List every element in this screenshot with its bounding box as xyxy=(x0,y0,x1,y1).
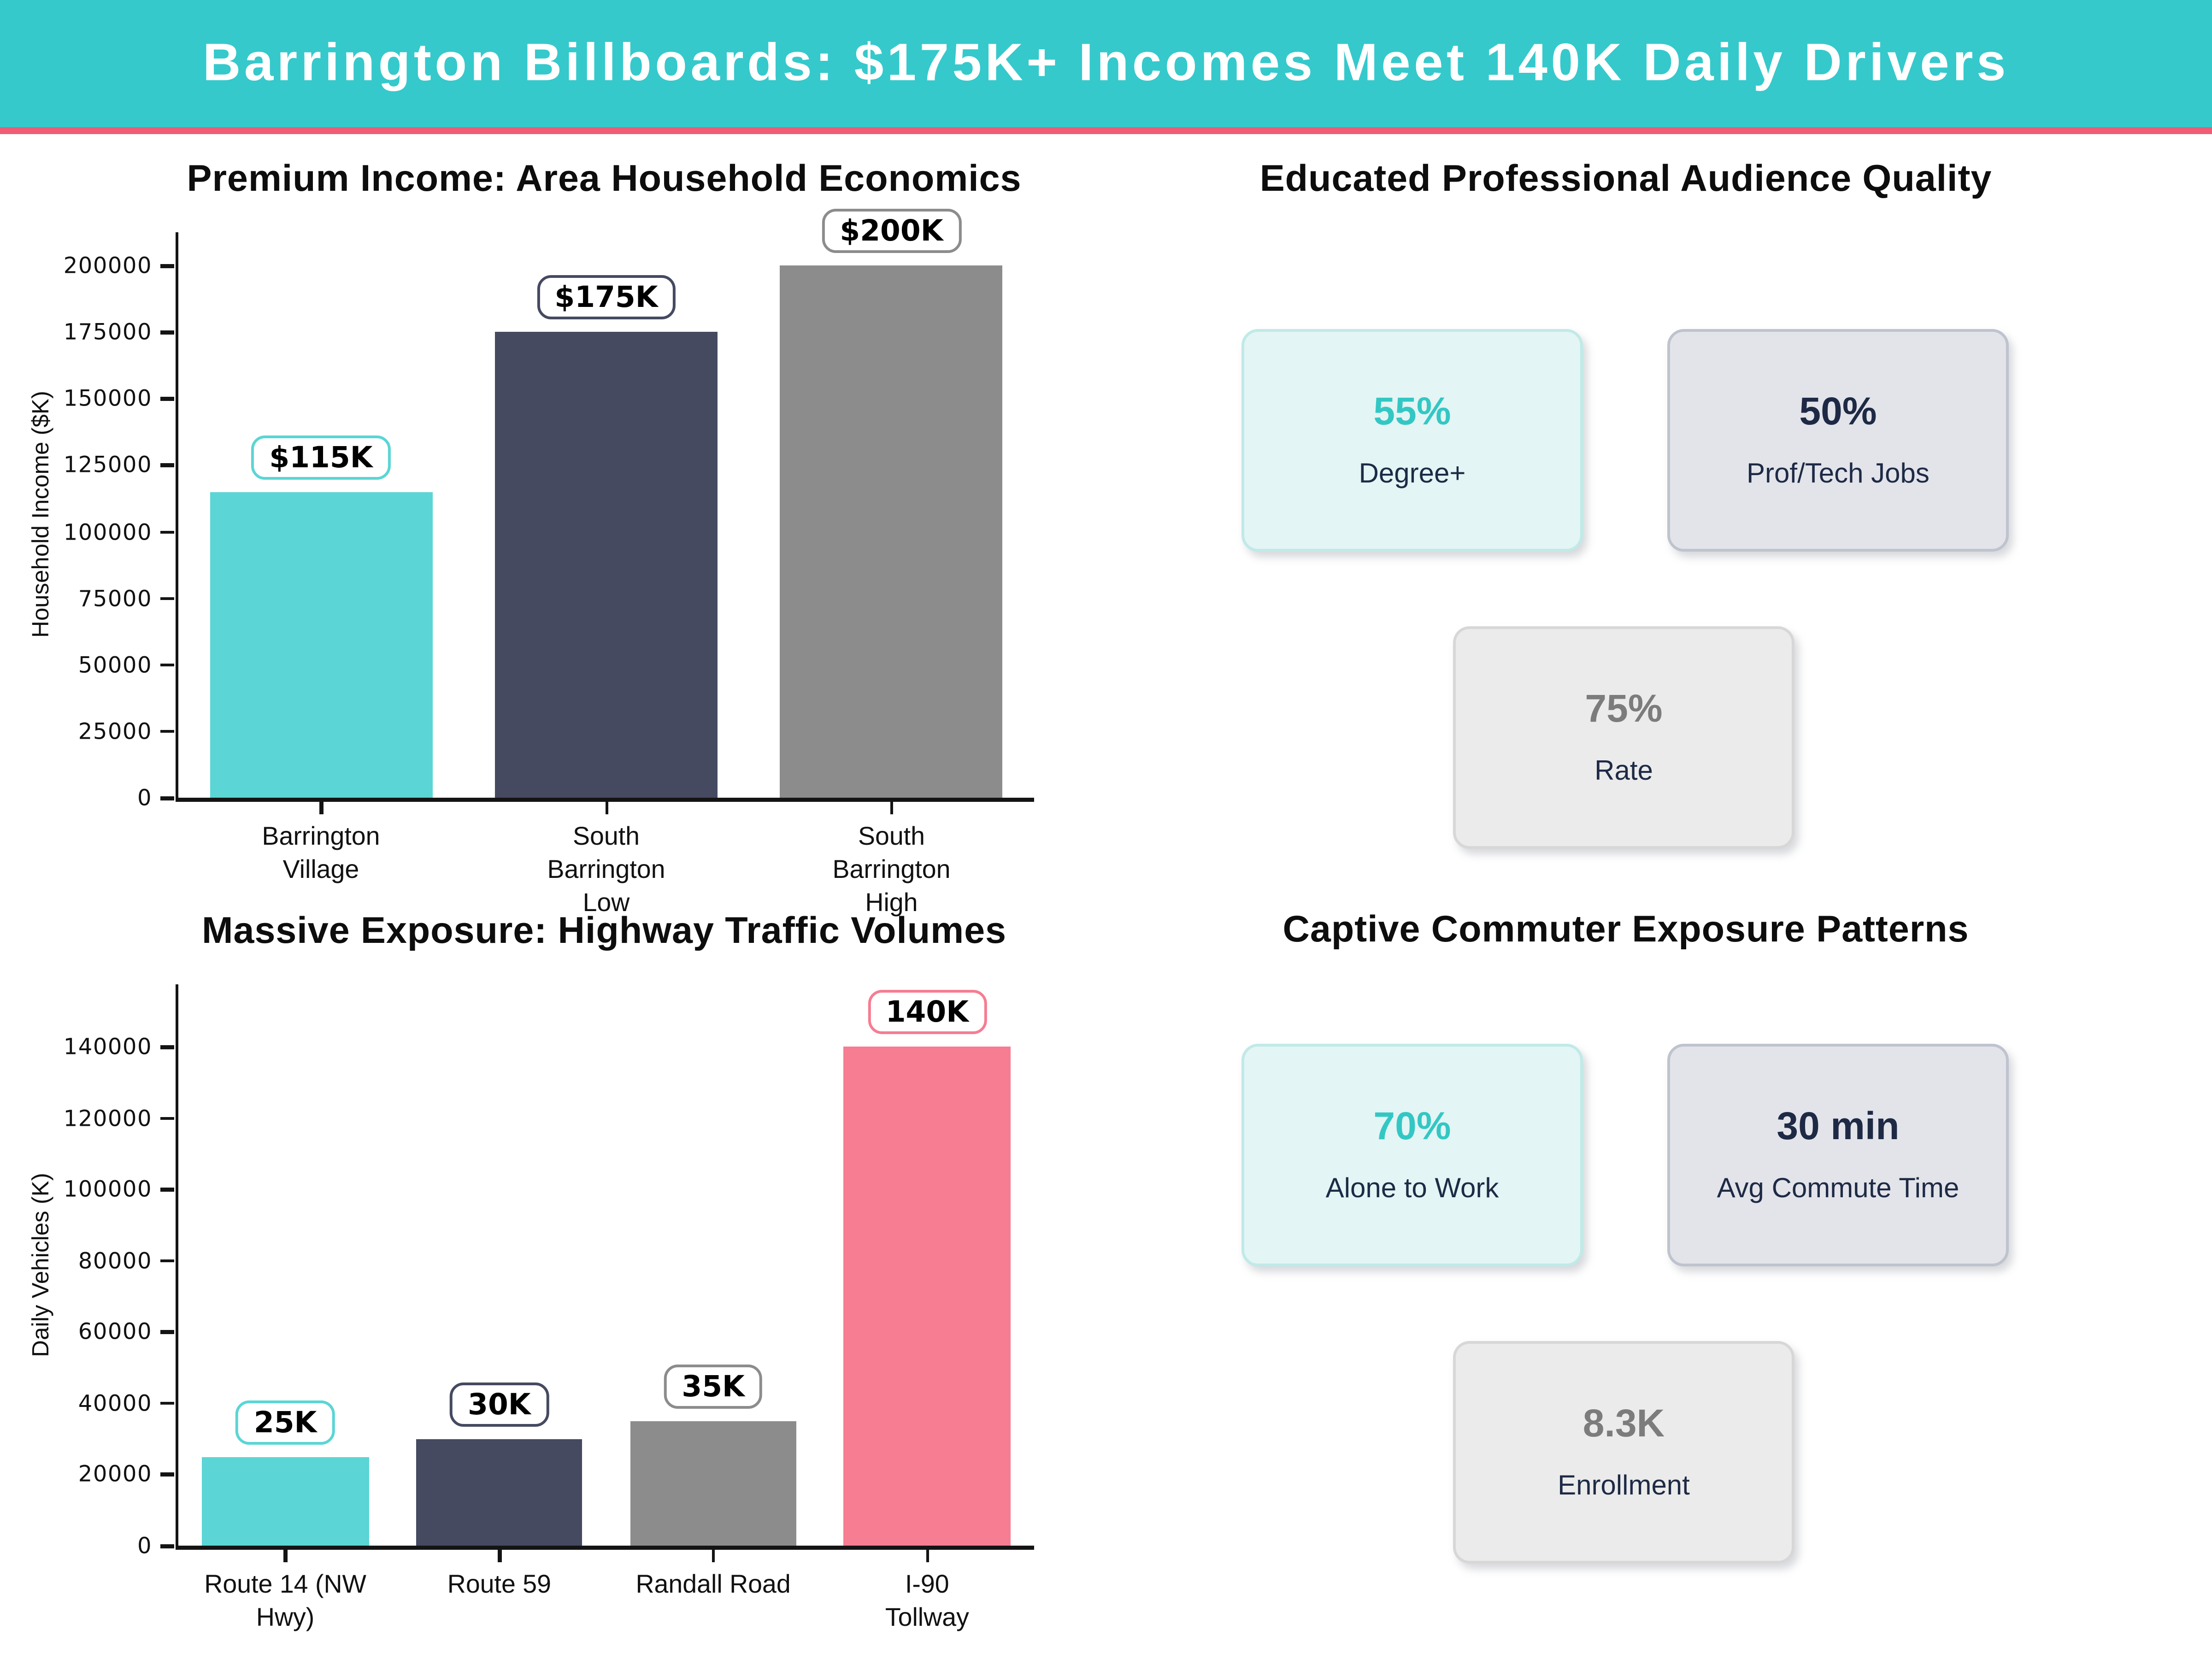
stat-card-rate: 75% Rate xyxy=(1453,626,1794,849)
y-tick-mark xyxy=(160,464,174,467)
y-tick-label: 140000 xyxy=(63,1033,152,1060)
bar-value-label-route-14-nw-hwy: 25K xyxy=(235,1400,335,1444)
stat-card-label-degree: Degree+ xyxy=(1359,459,1466,489)
page-title: Barrington Billboards: $175K+ Incomes Me… xyxy=(203,34,2009,92)
x-tick-label-south-barrington-high: South Barrington High xyxy=(832,821,951,917)
header-banner: Barrington Billboards: $175K+ Incomes Me… xyxy=(0,0,2212,127)
x-tick-mark xyxy=(498,1550,501,1562)
stat-card-value-alone-to-work: 70% xyxy=(1373,1105,1451,1147)
stat-card-alone-to-work: 70% Alone to Work xyxy=(1241,1044,1583,1266)
y-tick-label: 50000 xyxy=(78,651,152,678)
x-tick-mark xyxy=(712,1550,716,1562)
x-tick-mark xyxy=(925,1550,930,1562)
stat-card-label-enrollment: Enrollment xyxy=(1558,1471,1690,1501)
bar-value-label-route-59: 30K xyxy=(450,1382,549,1427)
bar-value-label-randall-road: 35K xyxy=(664,1364,763,1409)
stat-card-label-prof-tech-jobs: Prof/Tech Jobs xyxy=(1747,459,1930,489)
stat-card-value-enrollment: 8.3K xyxy=(1583,1402,1665,1445)
traffic-chart-title: Massive Exposure: Highway Traffic Volume… xyxy=(202,910,1006,951)
stat-card-avg-commute-time: 30 min Avg Commute Time xyxy=(1667,1044,2009,1266)
bar-value-label-south-barrington-low: $175K xyxy=(536,275,676,320)
header-accent-strip xyxy=(0,127,2212,134)
bar-i-90-tollway xyxy=(843,1047,1011,1546)
x-tick-label-i-90-tollway: I-90 Tollway xyxy=(885,1569,969,1632)
y-tick-label: 100000 xyxy=(63,518,152,545)
y-tick-label: 0 xyxy=(137,784,152,811)
y-tick-label: 120000 xyxy=(63,1105,152,1131)
y-tick-mark xyxy=(160,796,174,800)
x-tick-mark xyxy=(890,802,894,814)
income-chart-y-axis-label: Household Income ($K) xyxy=(28,391,54,638)
traffic-chart-plot: 0 20000 40000 60000 80000 100000 120000 140000 2… xyxy=(64,984,1034,1631)
stat-card-label-alone-to-work: Alone to Work xyxy=(1325,1174,1499,1204)
y-tick-mark xyxy=(160,530,174,534)
y-tick-mark xyxy=(160,729,174,734)
commuter-patterns-panel-title: Captive Commuter Exposure Patterns xyxy=(1282,908,1969,950)
y-tick-label: 0 xyxy=(137,1532,152,1559)
stat-card-value-avg-commute-time: 30 min xyxy=(1777,1105,1900,1147)
y-tick-mark xyxy=(160,596,174,600)
y-tick-label: 150000 xyxy=(63,385,152,412)
x-tick-mark xyxy=(605,802,608,814)
y-tick-mark xyxy=(160,1401,174,1406)
income-chart-plot: 0 25000 50000 75000 100000 125000 150000 175000… xyxy=(64,209,1034,917)
y-tick-label: 20000 xyxy=(78,1461,152,1488)
y-tick-label: 40000 xyxy=(78,1390,152,1417)
y-tick-mark xyxy=(160,1473,174,1477)
income-chart-title: Premium Income: Area Household Economics xyxy=(187,158,1022,199)
x-tick-mark xyxy=(284,1550,288,1562)
y-tick-label: 175000 xyxy=(63,319,152,346)
y-tick-mark xyxy=(160,1259,174,1263)
y-tick-mark xyxy=(160,1116,174,1120)
bar-south-barrington-high xyxy=(780,265,1003,798)
bar-value-label-south-barrington-high: $200K xyxy=(822,209,961,253)
stat-card-value-prof-tech-jobs: 50% xyxy=(1799,390,1877,433)
stat-card-degree: 55% Degree+ xyxy=(1241,329,1583,552)
y-tick-label: 75000 xyxy=(78,585,152,612)
stat-card-label-rate: Rate xyxy=(1594,756,1653,787)
y-tick-label: 100000 xyxy=(63,1176,152,1203)
y-tick-label: 25000 xyxy=(78,718,152,745)
y-tick-label: 200000 xyxy=(63,252,152,279)
stat-card-enrollment: 8.3K Enrollment xyxy=(1453,1341,1794,1564)
stat-card-prof-tech-jobs: 50% Prof/Tech Jobs xyxy=(1667,329,2009,552)
x-tick-label-randall-road: Randall Road xyxy=(635,1569,791,1598)
bar-value-label-barrington-village: $115K xyxy=(251,435,391,480)
y-tick-mark xyxy=(160,330,174,335)
y-tick-label: 125000 xyxy=(63,452,152,478)
audience-quality-panel-title: Educated Professional Audience Quality xyxy=(1259,158,1992,199)
bar-route-59 xyxy=(416,1439,583,1546)
y-tick-mark xyxy=(160,1045,174,1049)
y-tick-mark xyxy=(160,1330,174,1334)
x-tick-label-barrington-village: Barrington Village xyxy=(262,821,380,884)
bar-barrington-village xyxy=(210,492,432,798)
y-tick-mark xyxy=(160,397,174,401)
stat-card-value-degree: 55% xyxy=(1373,390,1451,433)
traffic-chart-y-axis-label: Daily Vehicles (K) xyxy=(28,1173,54,1357)
stat-card-label-avg-commute-time: Avg Commute Time xyxy=(1717,1174,1959,1204)
x-tick-label-route-14-nw-hwy: Route 14 (NW Hwy) xyxy=(204,1569,366,1632)
bar-randall-road xyxy=(629,1421,797,1546)
x-tick-label-south-barrington-low: South Barrington Low xyxy=(547,821,665,917)
x-tick-mark xyxy=(319,802,323,814)
y-tick-mark xyxy=(160,264,174,268)
y-tick-mark xyxy=(160,663,174,667)
y-tick-label: 80000 xyxy=(78,1247,152,1274)
stat-card-value-rate: 75% xyxy=(1585,687,1663,730)
bar-route-14-nw-hwy xyxy=(202,1456,369,1546)
y-tick-mark xyxy=(160,1188,174,1192)
bar-south-barrington-low xyxy=(495,332,718,798)
y-tick-label: 60000 xyxy=(78,1318,152,1345)
y-tick-mark xyxy=(160,1544,174,1548)
bar-value-label-i-90-tollway: 140K xyxy=(867,990,987,1035)
x-tick-label-route-59: Route 59 xyxy=(447,1569,552,1598)
